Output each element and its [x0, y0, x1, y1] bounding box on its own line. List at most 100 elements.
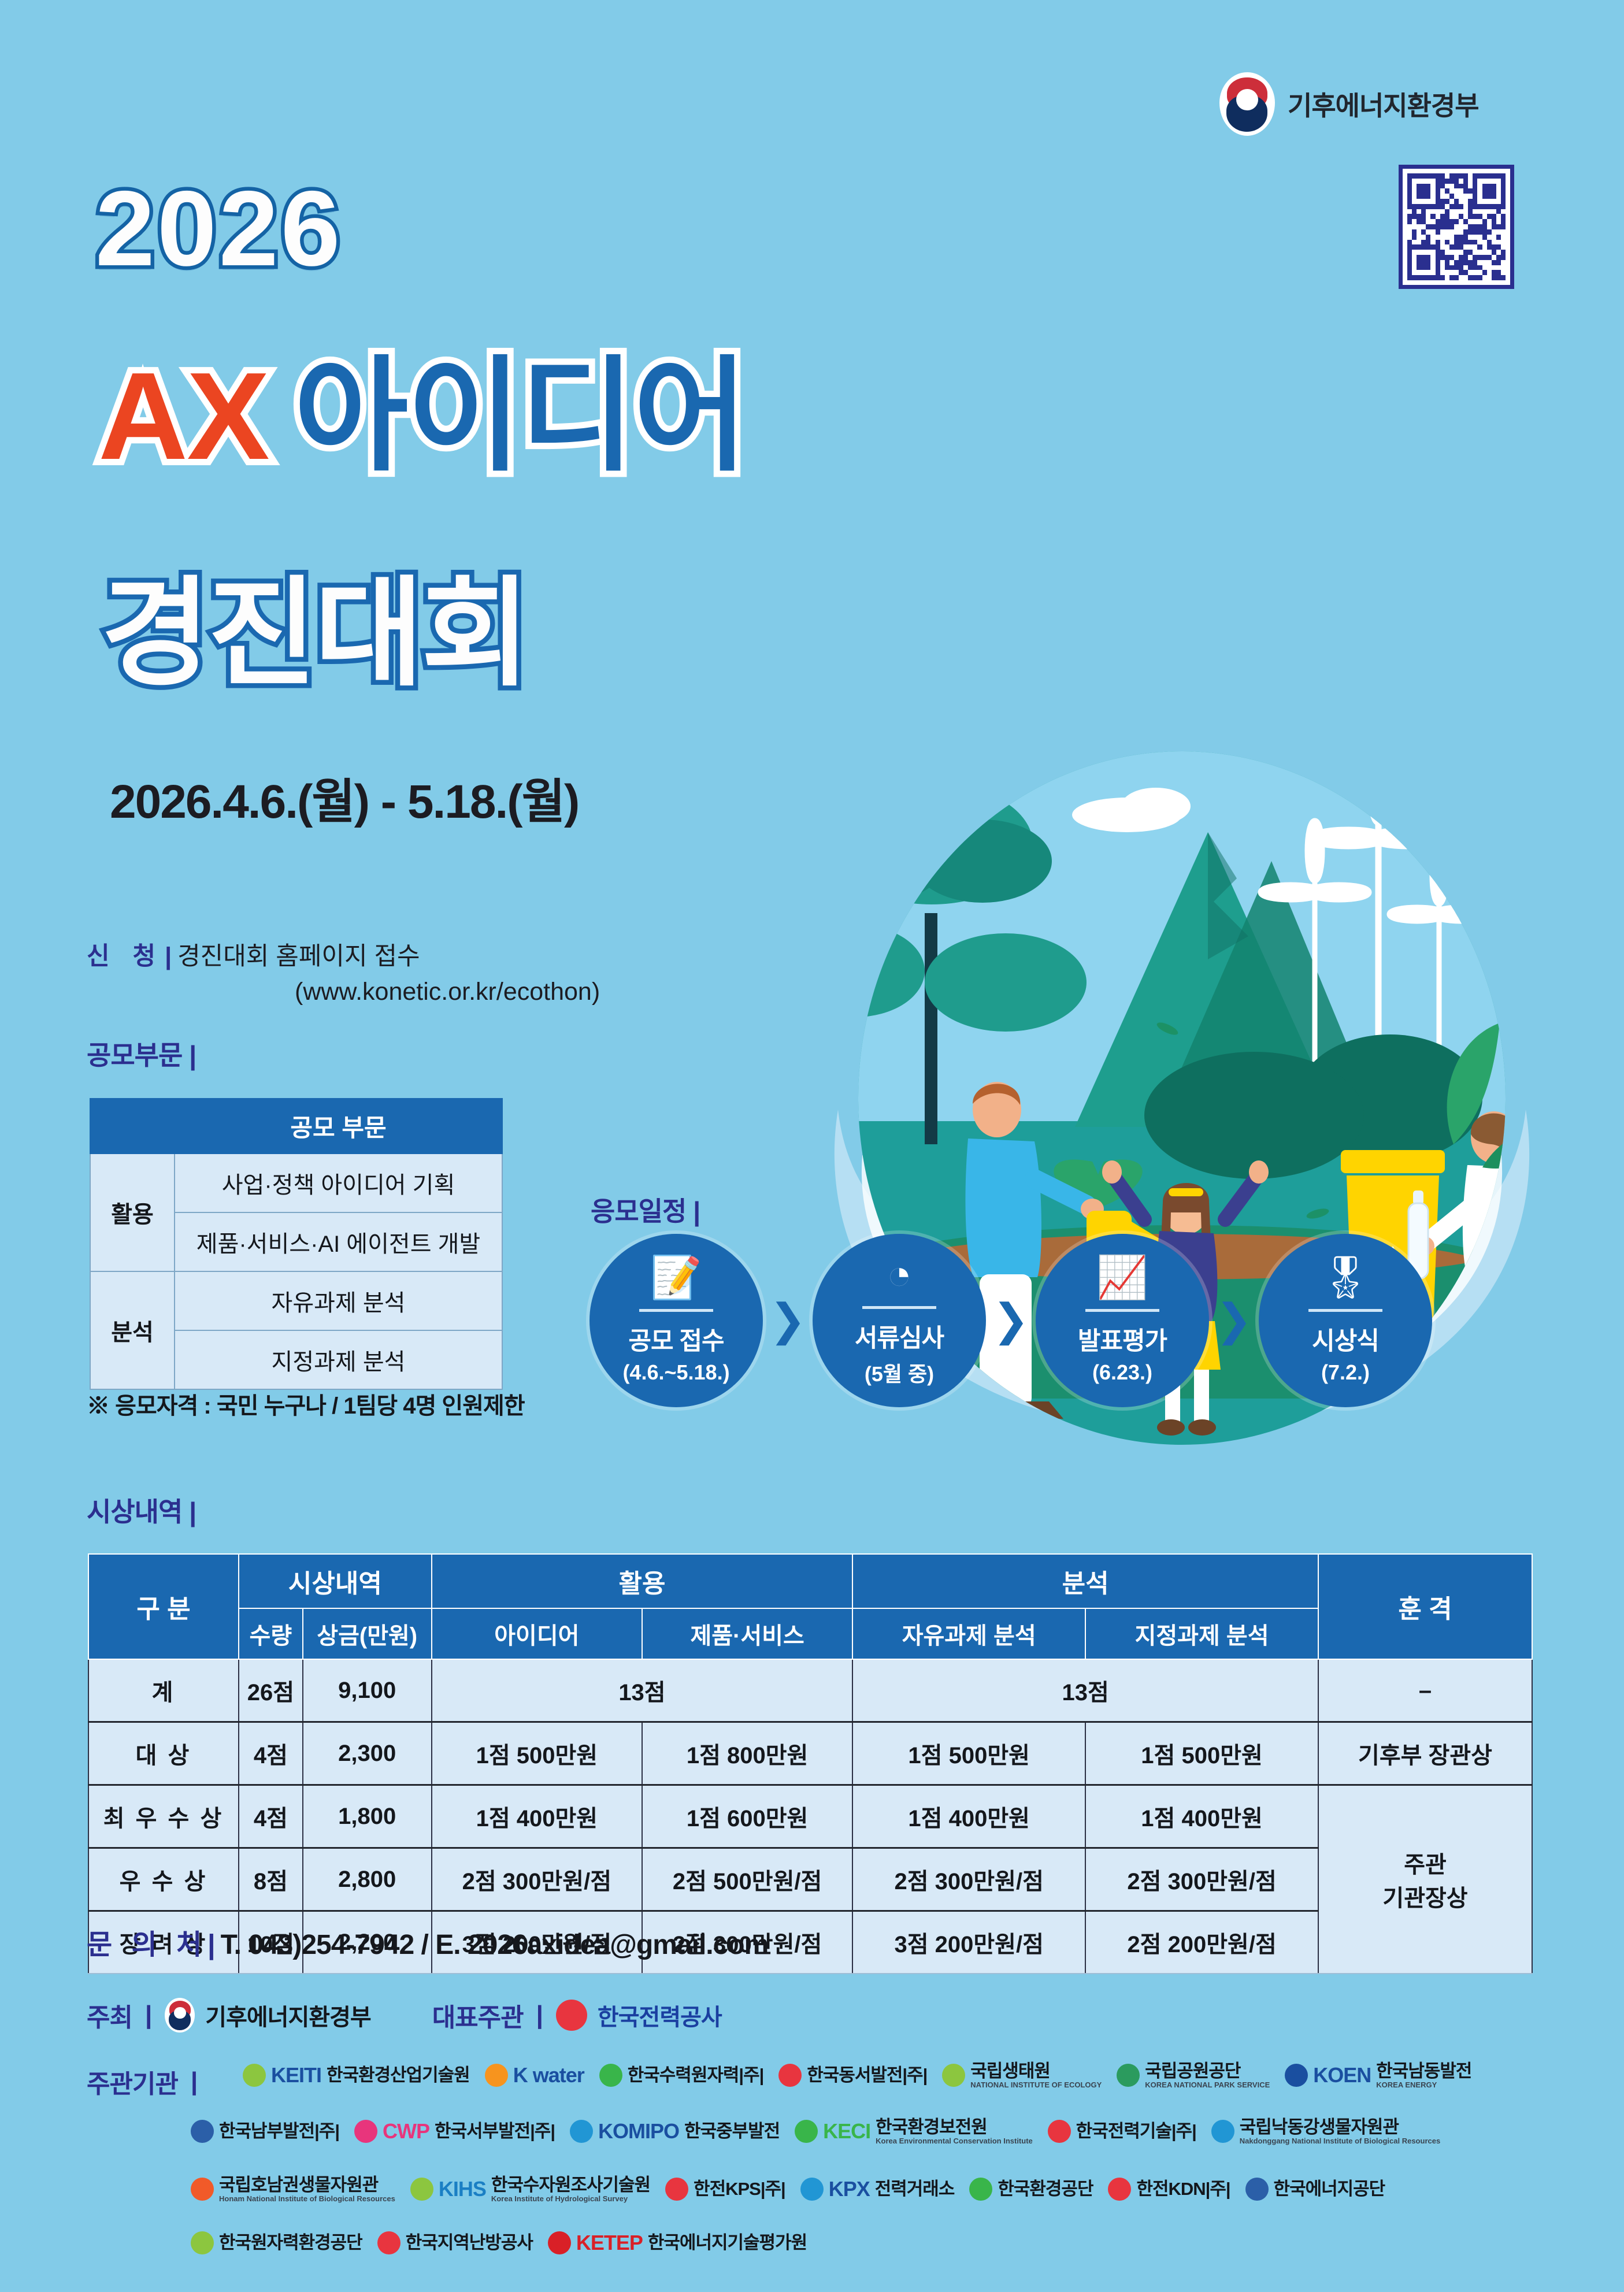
sponsor-logo: KOEN 한국남동발전 KOREA ENERGY [1285, 2061, 1472, 2089]
main-organizer-label: 대표주관 [432, 2004, 524, 2032]
schedule-step-3: 📈 발표평가 (6.23.) [1036, 1234, 1209, 1407]
sponsor-name: 한국에너지공단 [1273, 2178, 1386, 2199]
sponsor-logo-row-1: KEITI 한국환경산업기술원 K water 한국수력원자력|주| 한국동서발전|주|… [243, 2061, 1472, 2089]
document-pen-icon: 📝 [650, 1254, 702, 1301]
title-year: 2026 [92, 166, 344, 292]
sponsor-logo: KETEP 한국에너지기술평가원 [547, 2231, 807, 2255]
sponsor-name-en: Honam National Institute of Biological R… [219, 2194, 395, 2203]
prize-analysis-total: 13점 [852, 1659, 1319, 1723]
sponsor-logo: 한전KPS|주| [665, 2178, 786, 2201]
chevron-right-icon: ❯ [769, 1296, 806, 1345]
th-detail: 시상내역 [238, 1553, 432, 1609]
sponsor-mark-icon [354, 2120, 377, 2143]
th-idea: 아이디어 [431, 1608, 643, 1660]
kepco-logo-icon [555, 2000, 587, 2031]
sponsor-name: 한국환경공단 [998, 2178, 1093, 2199]
sponsor-logo: 한전KDN|주| [1108, 2178, 1231, 2201]
table-row: 활용 사업·정책 아이디어 기획 [90, 1153, 503, 1272]
sponsor-mark-icon [1108, 2178, 1132, 2201]
sponsor-logo: 한국수력원자력|주| [599, 2064, 764, 2087]
qr-code[interactable] [1399, 165, 1514, 289]
sponsor-logo: 한국동서발전|주| [778, 2064, 928, 2087]
title-main: AX 아이디어 [92, 315, 754, 495]
category-item-0-1: 제품·서비스·AI 에이전트 개발 [174, 1212, 503, 1272]
sponsor-wordmark: KOMIPO [598, 2119, 680, 2143]
sponsor-name-en: Korea Institute of Hydrological Survey [491, 2194, 628, 2203]
main-organizer-bar: | [536, 2001, 543, 2029]
prize-product: 1점 800만원 [641, 1721, 854, 1786]
main-organizer-name: 한국전력공사 [597, 2005, 722, 2030]
apply-url[interactable]: (www.konetic.or.kr/ecothon) [295, 978, 600, 1006]
table-row: 계 26점 9,100 13점 13점 – [88, 1659, 1533, 1723]
eligibility-note: ※ 응모자격 : 국민 누구나 / 1팀당 4명 인원제한 [87, 1393, 525, 1419]
prize-assigned-task: 1점 500만원 [1085, 1721, 1319, 1786]
prize-row-name: 우 수 상 [88, 1847, 239, 1912]
sponsor-logo: 한국원자력환경공단 [191, 2231, 363, 2254]
category-group-0: 활용 [90, 1153, 175, 1272]
sponsor-name: 한국동서발전|주| [807, 2064, 928, 2085]
category-blank-header [90, 1098, 175, 1154]
apply-bar: | [165, 943, 172, 970]
table-header-row: 공모 부문 [90, 1098, 503, 1154]
sponsor-logo: 한국남부발전|주| [191, 2120, 340, 2143]
prize-honor: 주관 기관장상 [1318, 1784, 1533, 1974]
sponsor-logo: K water [484, 2063, 585, 2087]
table-row: 우 수 상 8점 2,800 2점 300만원/점 2점 500만원/점 2점 300만원… [88, 1847, 1532, 1912]
sponsor-name: 국립공원공단 KOREA NATIONAL PARK SERVICE [1145, 2061, 1270, 2089]
sponsor-wordmark: K water [513, 2063, 585, 2087]
sponsor-name: 한국지역난방공사 [405, 2232, 533, 2253]
sponsor-mark-icon [969, 2178, 993, 2201]
th-division: 구 분 [88, 1553, 239, 1660]
divider [1308, 1308, 1382, 1312]
sponsor-name: 한국에너지기술평가원 [647, 2232, 807, 2253]
th-analysis: 분석 [852, 1553, 1319, 1609]
prize-free-task: 2점 300만원/점 [852, 1847, 1087, 1912]
sponsor-logo: KOMIPO 한국중부발전 [570, 2119, 780, 2143]
sponsor-wordmark: KEITI [271, 2063, 322, 2087]
sponsor-mark-icon [377, 2231, 401, 2254]
schedule-section-text: 응모일정 [591, 1196, 687, 1226]
apply-line1: 경진대회 홈페이지 접수 [177, 943, 420, 970]
sponsor-wordmark: KPX [828, 2177, 870, 2201]
sponsor-logo: 국립생태원 NATIONAL INSTITUTE OF ECOLOGY [942, 2061, 1102, 2089]
sponsor-mark-icon [942, 2064, 966, 2087]
th-free-task: 자유과제 분석 [852, 1608, 1087, 1660]
th-assigned-task: 지정과제 분석 [1085, 1608, 1319, 1660]
prize-section-bar: | [189, 1497, 196, 1527]
title-idea: 아이디어 [288, 340, 754, 492]
title-contest: 경진대회 [96, 563, 535, 705]
prize-qty: 8점 [238, 1847, 303, 1912]
supervisor-label: 주관기관 [87, 2070, 179, 2098]
host-label: 주최 [87, 2004, 133, 2032]
sponsor-logo: 한국지역난방공사 [377, 2231, 533, 2254]
sponsor-name: 국립낙동강생물자원관 Nakdonggang National Institute… [1239, 2117, 1441, 2145]
sponsor-name: 한전KPS|주| [694, 2178, 786, 2199]
contact-value[interactable]: T. 043)254-7942 / E. 2026axidea@gmail.co… [220, 1930, 769, 1960]
contact-block: 문 의 처| T. 043)254-7942 / E. 2026axidea@gm… [87, 1922, 769, 1962]
th-money: 상금(만원) [302, 1608, 432, 1660]
sponsor-mark-icon [1245, 2178, 1269, 2201]
sponsor-logo: KIHS 한국수자원조사기술원 Korea Institute of Hydrolo… [410, 2175, 651, 2203]
apply-label: 신 청 [87, 943, 164, 970]
prize-section-label: 시상내역 | [87, 1491, 196, 1529]
sponsor-name: 한국남부발전|주| [219, 2120, 340, 2141]
sponsor-logo-row-4: 한국원자력환경공단 한국지역난방공사 KETEP 한국에너지기술평가원 [191, 2231, 807, 2255]
th-qty: 수량 [238, 1608, 303, 1660]
sponsor-name: 한국중부발전 [684, 2120, 780, 2141]
table-header-row: 구 분 시상내역 활용 분석 훈 격 [88, 1553, 1533, 1660]
sponsor-logo: KEITI 한국환경산업기술원 [243, 2063, 470, 2087]
table-row: 장 려 상 10점 2,200 3점 200만원/점 2점 300만원/점 3점 200만… [88, 1910, 1532, 1974]
sponsor-wordmark: KIHS [438, 2177, 487, 2201]
sponsor-name-en: Nakdonggang National Institute of Biolog… [1239, 2136, 1441, 2145]
prize-free-task: 1점 500만원 [852, 1721, 1087, 1786]
supervisor-bar: | [190, 2067, 198, 2096]
th-product: 제품·서비스 [641, 1608, 854, 1660]
schedule-steps: 📝 공모 접수 (4.6.~5.18.) ❯ ◔ 서류심사 (5월 중) ❯ 📈 발표평가 (6.2… [589, 1234, 1432, 1407]
table-row: 지정과제 분석 [90, 1330, 503, 1390]
sponsor-mark-icon [1285, 2064, 1308, 2087]
prize-money: 1,800 [302, 1784, 432, 1849]
sponsor-name: 한국전력기술|주| [1076, 2120, 1197, 2141]
sponsor-name-en: KOREA NATIONAL PARK SERVICE [1145, 2080, 1270, 2089]
sponsor-mark-icon [243, 2064, 266, 2087]
category-header: 공모 부문 [174, 1098, 503, 1154]
